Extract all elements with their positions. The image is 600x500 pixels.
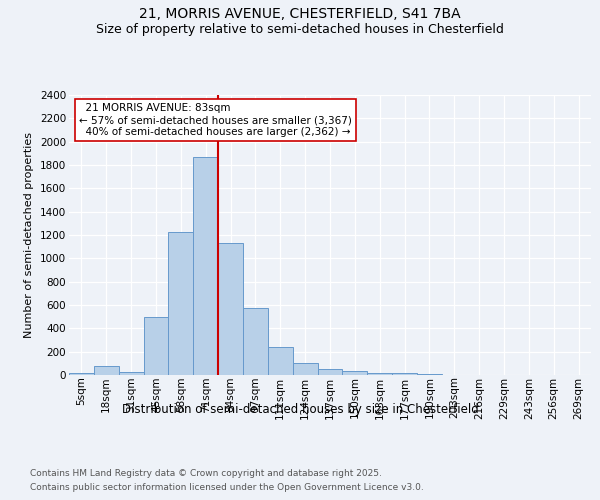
Text: 21, MORRIS AVENUE, CHESTERFIELD, S41 7BA: 21, MORRIS AVENUE, CHESTERFIELD, S41 7BA	[139, 8, 461, 22]
Y-axis label: Number of semi-detached properties: Number of semi-detached properties	[25, 132, 34, 338]
Text: 21 MORRIS AVENUE: 83sqm
← 57% of semi-detached houses are smaller (3,367)
  40% : 21 MORRIS AVENUE: 83sqm ← 57% of semi-de…	[79, 104, 352, 136]
Text: Contains HM Land Registry data © Crown copyright and database right 2025.: Contains HM Land Registry data © Crown c…	[30, 468, 382, 477]
Bar	[417, 374, 442, 375]
Bar	[367, 372, 392, 375]
Bar	[268, 347, 293, 375]
Bar	[293, 363, 317, 375]
Bar	[218, 243, 243, 375]
Text: Contains public sector information licensed under the Open Government Licence v3: Contains public sector information licen…	[30, 484, 424, 492]
Bar	[343, 371, 367, 375]
Text: Size of property relative to semi-detached houses in Chesterfield: Size of property relative to semi-detach…	[96, 22, 504, 36]
Bar	[94, 366, 119, 375]
Bar	[143, 318, 169, 375]
Bar	[392, 373, 417, 375]
Bar	[69, 373, 94, 375]
Bar	[169, 232, 193, 375]
Bar	[193, 157, 218, 375]
Bar	[317, 368, 343, 375]
Bar	[243, 308, 268, 375]
Bar	[119, 372, 143, 375]
Text: Distribution of semi-detached houses by size in Chesterfield: Distribution of semi-detached houses by …	[122, 402, 478, 415]
